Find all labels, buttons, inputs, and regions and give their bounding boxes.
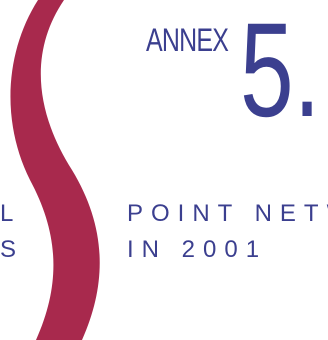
title-line-1: POINT NETW [127,200,328,227]
title-line-2: IN 2001 [127,236,268,263]
left-fragment-line-2: S [0,236,24,263]
swoosh-path [10,0,100,340]
left-fragment-line-1: L [0,200,21,227]
annex-label: ANNEX [146,22,229,58]
annex-number: 5. [240,0,321,145]
